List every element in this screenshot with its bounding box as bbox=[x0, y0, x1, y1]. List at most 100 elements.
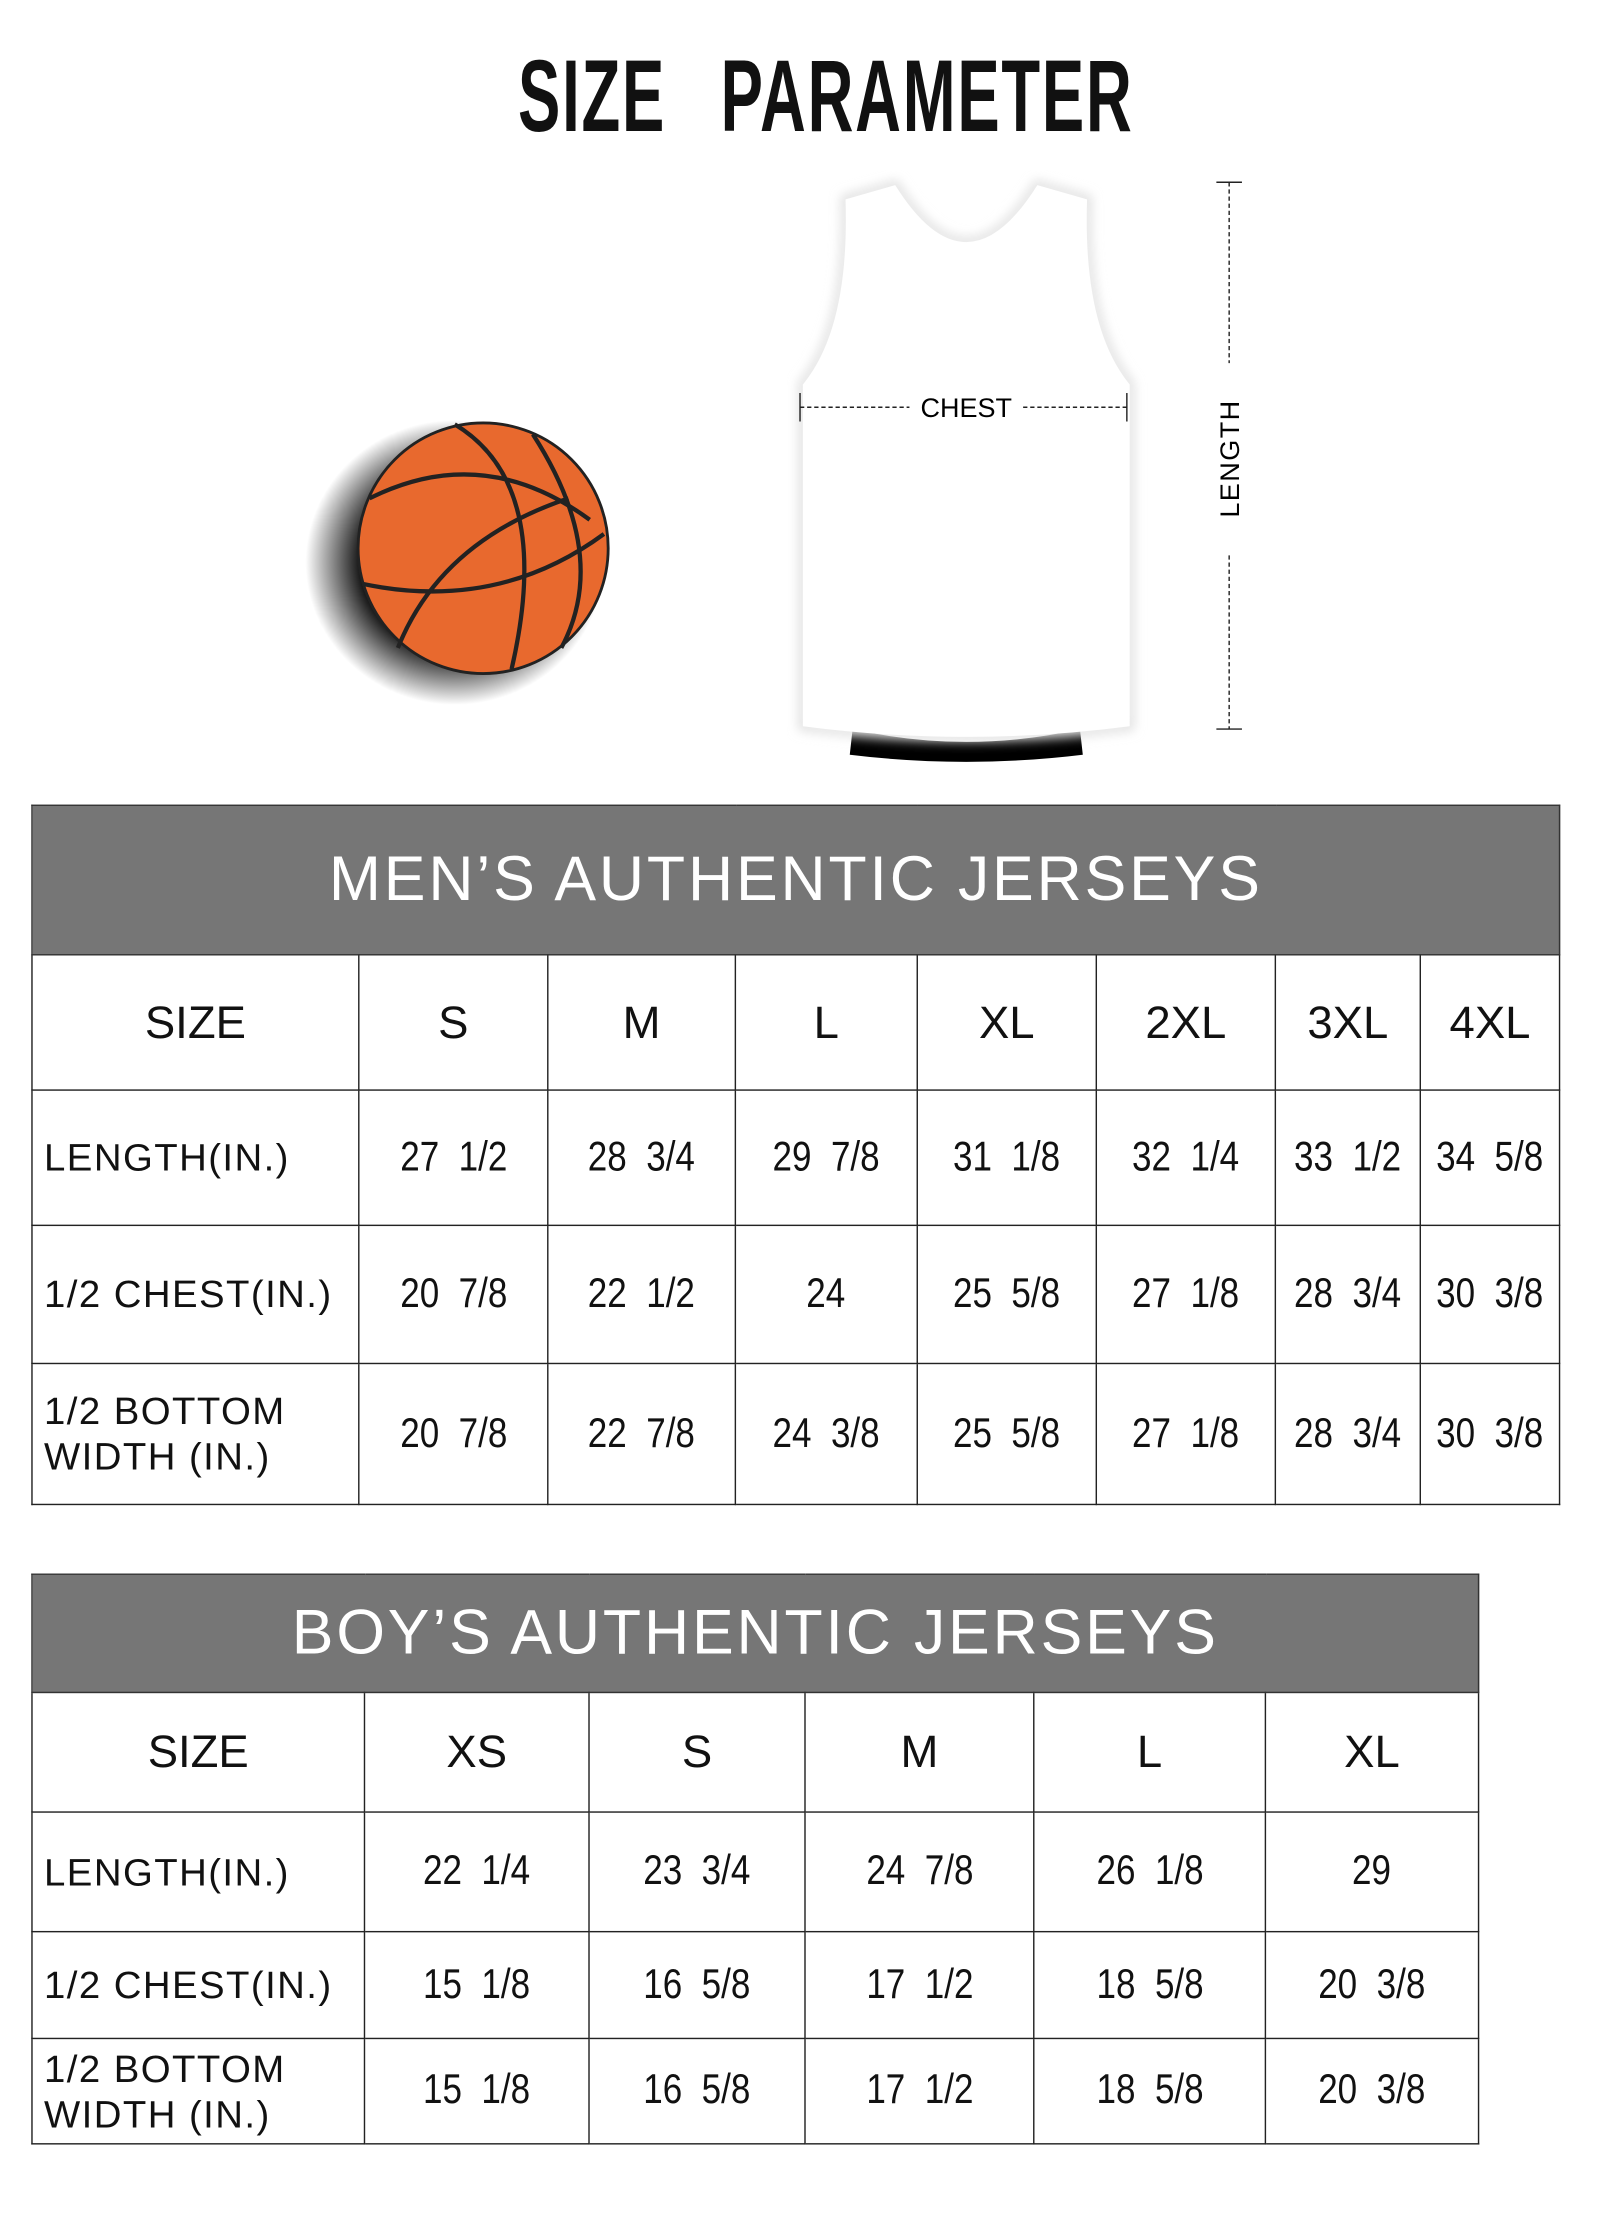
value-cell: 15 1/8 bbox=[363, 2037, 590, 2145]
measurement-value: 23 3/4 bbox=[643, 1848, 751, 1894]
value-cell: 28 3/4 bbox=[1274, 1362, 1422, 1506]
size-cell: XS bbox=[363, 1691, 590, 1813]
value-cell: 16 5/8 bbox=[588, 1930, 806, 2040]
value-cell: 22 1/2 bbox=[547, 1224, 737, 1365]
row-label: LENGTH(IN.) bbox=[31, 1811, 366, 1933]
size-label: SIZE bbox=[31, 1691, 366, 1813]
size-cell: M bbox=[804, 1691, 1035, 1813]
measurement-value: 28 3/4 bbox=[1294, 1270, 1402, 1317]
size-row: SIZE S M L XL 2XL 3XL 4XL bbox=[31, 954, 1561, 1091]
size-label: SIZE bbox=[31, 954, 360, 1091]
measurement-value: 22 1/4 bbox=[423, 1848, 531, 1894]
length-measure: LENGTH bbox=[1215, 181, 1245, 730]
size-row: SIZE XS S M L XL bbox=[31, 1691, 1480, 1813]
value-cell: 23 3/4 bbox=[588, 1811, 806, 1933]
size-cell: S bbox=[358, 954, 549, 1091]
value-cell: 20 7/8 bbox=[358, 1224, 549, 1365]
measurement-value: 28 3/4 bbox=[1294, 1410, 1402, 1457]
measurement-value: 20 3/8 bbox=[1318, 2067, 1426, 2114]
value-cell: 16 5/8 bbox=[588, 2037, 806, 2145]
size-cell: L bbox=[1033, 1691, 1267, 1813]
measurement-value: 24 7/8 bbox=[865, 1848, 973, 1894]
value-cell: 20 7/8 bbox=[358, 1362, 549, 1506]
measurement-value: 29 bbox=[1352, 1848, 1392, 1894]
size-cell: 2XL bbox=[1095, 954, 1277, 1091]
table-row: 1/2 CHEST(IN.) 20 7/8 22 1/2 24 25 5/8 27 1/8… bbox=[31, 1224, 1561, 1365]
size-cell: XL bbox=[1264, 1691, 1480, 1813]
measurement-value: 22 1/2 bbox=[588, 1270, 696, 1317]
value-cell: 26 1/8 bbox=[1033, 1811, 1267, 1933]
measurement-value: 28 3/4 bbox=[588, 1134, 696, 1180]
row-label: LENGTH(IN.) bbox=[31, 1089, 360, 1227]
measurement-value: 27 1/2 bbox=[399, 1134, 507, 1180]
chest-label: CHEST bbox=[921, 393, 1012, 423]
measurement-value: 20 7/8 bbox=[399, 1410, 507, 1457]
value-cell: 27 1/8 bbox=[1095, 1362, 1277, 1506]
measurement-value: 16 5/8 bbox=[643, 2067, 751, 2114]
value-cell: 31 1/8 bbox=[916, 1089, 1098, 1227]
value-cell: 29 7/8 bbox=[734, 1089, 918, 1227]
value-cell: 28 3/4 bbox=[1274, 1224, 1422, 1365]
value-cell: 30 3/8 bbox=[1419, 1362, 1561, 1506]
value-cell: 20 3/8 bbox=[1264, 1930, 1480, 2040]
measurement-value: 30 3/8 bbox=[1436, 1270, 1544, 1317]
table-row: 1/2 BOTTOM WIDTH (IN.) 15 1/8 16 5/8 17 1/2… bbox=[31, 2037, 1480, 2145]
size-cell: M bbox=[547, 954, 737, 1091]
mens-size-table: MEN’S AUTHENTIC JERSEYS SIZE S M L XL 2XL 3XL 4X… bbox=[31, 804, 1561, 1506]
measurement-value: 25 5/8 bbox=[953, 1410, 1061, 1457]
row-label: 1/2 CHEST(IN.) bbox=[31, 1930, 366, 2040]
table-title: MEN’S AUTHENTIC JERSEYS bbox=[31, 804, 1561, 956]
measurement-value: 27 1/8 bbox=[1132, 1410, 1240, 1457]
value-cell: 27 1/2 bbox=[358, 1089, 549, 1227]
basketball-icon bbox=[305, 420, 610, 705]
value-cell: 24 7/8 bbox=[804, 1811, 1035, 1933]
measurement-value: 31 1/8 bbox=[953, 1134, 1061, 1180]
value-cell: 34 5/8 bbox=[1419, 1089, 1561, 1227]
value-cell: 22 7/8 bbox=[547, 1362, 737, 1506]
table-row: LENGTH(IN.) 22 1/4 23 3/4 24 7/8 26 1/8 29 bbox=[31, 1811, 1480, 1933]
boys-size-table: BOY’S AUTHENTIC JERSEYS SIZE XS S M L XL LENGTH… bbox=[31, 1573, 1480, 2145]
measurement-value: 33 1/2 bbox=[1294, 1134, 1402, 1180]
measurement-value: 15 1/8 bbox=[423, 1961, 531, 2008]
jersey-diagram: CHEST bbox=[798, 180, 1134, 762]
table-row: LENGTH(IN.) 27 1/2 28 3/4 29 7/8 31 1/8 32 1/… bbox=[31, 1089, 1561, 1227]
value-cell: 20 3/8 bbox=[1264, 2037, 1480, 2145]
value-cell: 15 1/8 bbox=[363, 1930, 590, 2040]
measurement-value: 20 7/8 bbox=[399, 1270, 507, 1317]
page-title: SIZE PARAMETER bbox=[518, 39, 1134, 154]
row-label: 1/2 BOTTOM WIDTH (IN.) bbox=[31, 2037, 366, 2145]
value-cell: 29 bbox=[1264, 1811, 1480, 1933]
measurement-value: 26 1/8 bbox=[1096, 1848, 1204, 1894]
length-label: LENGTH bbox=[1215, 399, 1245, 517]
value-cell: 18 5/8 bbox=[1033, 2037, 1267, 2145]
size-cell: L bbox=[734, 954, 918, 1091]
table-row: 1/2 CHEST(IN.) 15 1/8 16 5/8 17 1/2 18 5/8 20… bbox=[31, 1930, 1480, 2040]
table-header: MEN’S AUTHENTIC JERSEYS bbox=[31, 804, 1561, 956]
size-cell: XL bbox=[916, 954, 1098, 1091]
value-cell: 17 1/2 bbox=[804, 2037, 1035, 2145]
value-cell: 24 bbox=[734, 1224, 918, 1365]
size-cell: S bbox=[588, 1691, 806, 1813]
measurement-value: 30 3/8 bbox=[1436, 1410, 1544, 1457]
measurement-value: 17 1/2 bbox=[865, 1961, 973, 2008]
size-cell: 4XL bbox=[1419, 954, 1561, 1091]
value-cell: 24 3/8 bbox=[734, 1362, 918, 1506]
value-cell: 17 1/2 bbox=[804, 1930, 1035, 2040]
table-row: 1/2 BOTTOM WIDTH (IN.) 20 7/8 22 7/8 24 3/8… bbox=[31, 1362, 1561, 1506]
measurement-value: 17 1/2 bbox=[865, 2067, 973, 2114]
measurement-value: 34 5/8 bbox=[1436, 1134, 1544, 1180]
measurement-value: 18 5/8 bbox=[1096, 1961, 1204, 2008]
measurement-value: 24 3/8 bbox=[772, 1410, 880, 1457]
row-label: 1/2 CHEST(IN.) bbox=[31, 1224, 360, 1365]
value-cell: 22 1/4 bbox=[363, 1811, 590, 1933]
measurement-value: 18 5/8 bbox=[1096, 2067, 1204, 2114]
measurement-value: 20 3/8 bbox=[1318, 1961, 1426, 2008]
table-title: BOY’S AUTHENTIC JERSEYS bbox=[31, 1573, 1480, 1694]
value-cell: 25 5/8 bbox=[916, 1224, 1098, 1365]
measurement-value: 24 bbox=[806, 1270, 846, 1317]
measurement-value: 29 7/8 bbox=[772, 1134, 880, 1180]
table-header: BOY’S AUTHENTIC JERSEYS bbox=[31, 1573, 1480, 1694]
measurement-value: 16 5/8 bbox=[643, 1961, 751, 2008]
value-cell: 18 5/8 bbox=[1033, 1930, 1267, 2040]
